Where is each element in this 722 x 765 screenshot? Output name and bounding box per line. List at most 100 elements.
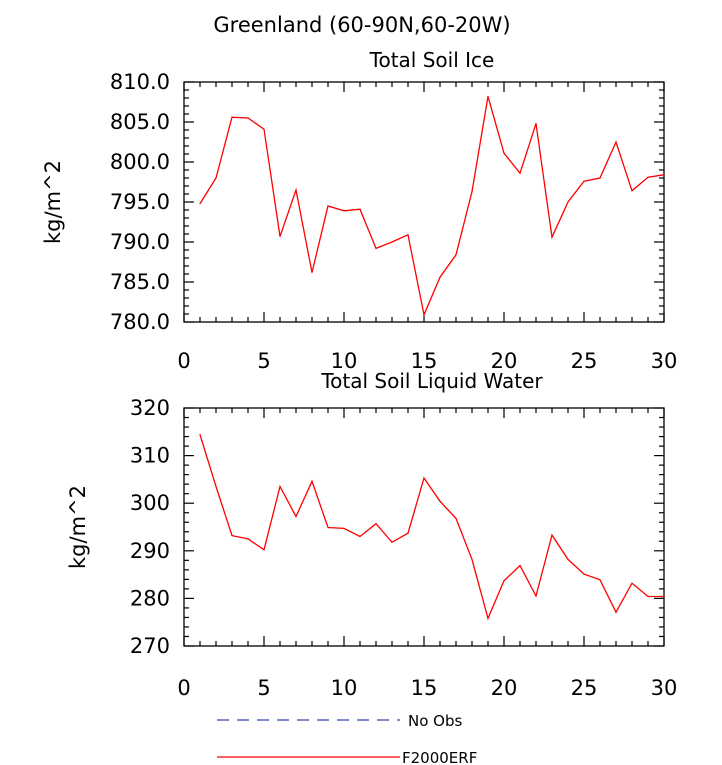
x-tick-label: 20: [491, 349, 518, 373]
x-tick-label: 10: [331, 676, 358, 700]
y-tick-label: 270: [130, 634, 170, 658]
x-tick-label: 30: [651, 349, 678, 373]
data-point: [487, 95, 489, 97]
data-point: [551, 534, 553, 536]
x-tick-label: 30: [651, 676, 678, 700]
panel-title: Total Soil Ice: [369, 48, 495, 72]
legend: No Obs F2000ERF: [217, 712, 477, 765]
data-point: [311, 480, 313, 482]
x-tick-label: 0: [177, 676, 190, 700]
y-tick-label: 290: [130, 539, 170, 563]
data-point: [199, 434, 201, 436]
y-tick-label: 805.0: [110, 110, 170, 134]
data-point: [535, 123, 537, 125]
data-point: [327, 205, 329, 207]
x-tick-label: 15: [411, 349, 438, 373]
data-point: [295, 515, 297, 518]
data-point: [359, 535, 361, 538]
data-point: [583, 573, 585, 575]
y-tick-label: 780.0: [110, 310, 170, 334]
data-point: [311, 271, 313, 273]
y-axis-label: kg/m^2: [41, 160, 65, 244]
data-point: [487, 617, 489, 619]
panel-total-soil-ice: Total Soil Ice kg/m^2 0 5 10 15 20 25 30 780.0 785…: [41, 48, 677, 373]
data-point: [567, 201, 569, 203]
data-point: [439, 276, 441, 278]
data-point: [247, 117, 249, 119]
x-tick-label: 10: [331, 349, 358, 373]
y-tick-label: 785.0: [110, 270, 170, 294]
data-point: [663, 174, 665, 176]
data-point: [471, 191, 473, 193]
data-point: [471, 558, 473, 560]
x-tick-label: 25: [571, 676, 598, 700]
data-point: [615, 611, 617, 613]
y-tick-label: 810.0: [110, 70, 170, 94]
data-point: [295, 189, 297, 191]
data-point: [327, 526, 329, 529]
legend-label-f2000erf: F2000ERF: [402, 749, 477, 765]
data-point: [231, 116, 233, 118]
data-point: [423, 477, 425, 479]
data-point: [263, 128, 265, 130]
data-point: [663, 595, 665, 598]
y-tick-label: 795.0: [110, 190, 170, 214]
legend-label-no-obs: No Obs: [408, 712, 462, 730]
series-line-f2000erf: [199, 96, 665, 317]
data-point: [215, 177, 217, 179]
data-point: [631, 190, 633, 192]
data-point: [279, 235, 281, 237]
data-point: [615, 141, 617, 143]
data-point: [519, 172, 521, 174]
data-point: [599, 177, 601, 179]
x-tick-label: 0: [177, 349, 190, 373]
data-point: [407, 234, 409, 236]
y-tick-label: 310: [130, 444, 170, 468]
x-tick-label: 20: [491, 676, 518, 700]
data-point: [231, 534, 233, 537]
data-point: [359, 208, 361, 210]
data-point: [535, 595, 537, 597]
data-point: [215, 485, 217, 488]
data-point: [247, 538, 249, 540]
y-tick-label: 320: [130, 396, 170, 420]
data-point: [647, 595, 649, 598]
data-point: [343, 527, 345, 530]
y-axis-label: kg/m^2: [66, 485, 90, 569]
data-point: [407, 532, 409, 534]
figure-title: Greenland (60-90N,60-20W): [213, 13, 510, 37]
y-tick-label: 280: [130, 586, 170, 610]
data-point: [375, 247, 377, 249]
series-line-f2000erf: [199, 434, 664, 621]
data-point: [455, 517, 457, 520]
data-point: [423, 314, 425, 316]
data-point: [503, 152, 505, 154]
data-point: [567, 558, 569, 560]
data-point: [631, 582, 633, 584]
y-tick-label: 300: [130, 491, 170, 515]
data-point: [375, 523, 377, 525]
data-point: [263, 549, 265, 551]
data-point: [343, 210, 345, 212]
panel-title: Total Soil Liquid Water: [320, 369, 543, 393]
y-tick-label: 790.0: [110, 230, 170, 254]
x-tick-label: 25: [571, 349, 598, 373]
data-point: [647, 176, 649, 178]
x-tick-label: 5: [257, 349, 270, 373]
data-point: [199, 203, 201, 205]
data-point: [391, 541, 393, 543]
data-point: [599, 579, 601, 581]
y-tick-label: 800.0: [110, 150, 170, 174]
data-point: [583, 180, 585, 182]
data-point: [519, 564, 521, 567]
x-tick-label: 5: [257, 676, 270, 700]
x-tick-label: 15: [411, 676, 438, 700]
data-point: [391, 241, 393, 243]
data-point: [551, 236, 553, 238]
data-point: [455, 254, 457, 256]
data-point: [439, 500, 441, 502]
panel-total-soil-liquid-water: Total Soil Liquid Water kg/m^2 0 5 10 15 20 25 3…: [66, 369, 677, 700]
data-point: [503, 580, 505, 582]
